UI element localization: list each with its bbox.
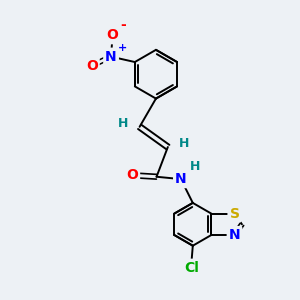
- Text: O: O: [126, 168, 138, 182]
- Text: S: S: [230, 207, 239, 220]
- Text: N: N: [105, 50, 117, 64]
- Text: H: H: [118, 117, 128, 130]
- Text: O: O: [106, 28, 119, 42]
- Text: N: N: [175, 172, 187, 186]
- Text: H: H: [179, 137, 189, 150]
- Text: H: H: [190, 160, 200, 173]
- Text: N: N: [229, 228, 240, 242]
- Text: O: O: [86, 58, 98, 73]
- Text: +: +: [118, 43, 127, 53]
- Text: -: -: [120, 18, 126, 32]
- Text: Cl: Cl: [184, 261, 199, 275]
